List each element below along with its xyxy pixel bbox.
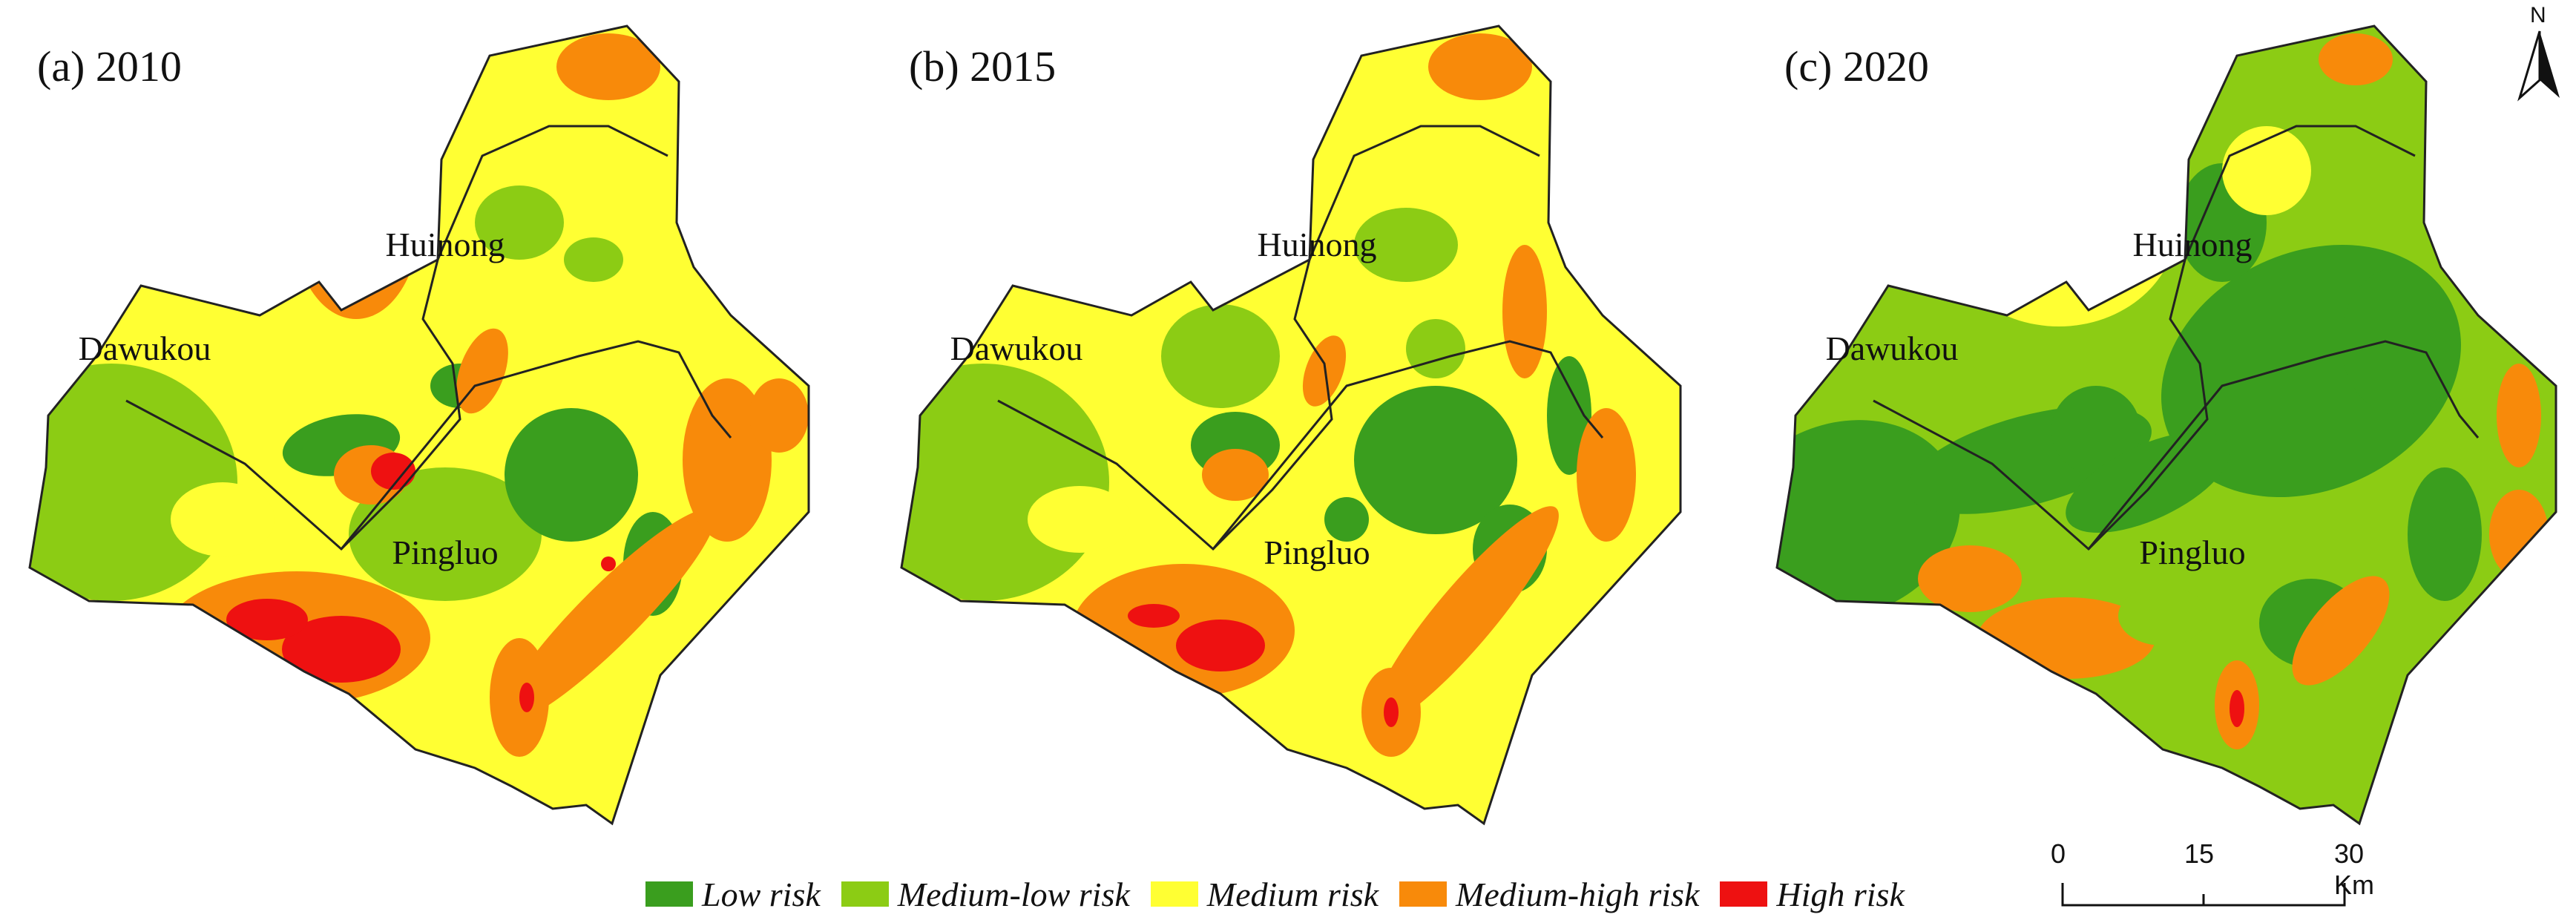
risk-zone [371, 453, 415, 490]
risk-zone [1028, 486, 1131, 553]
county-outline [900, 24, 1682, 826]
legend-item-high-risk: High risk [1720, 875, 1905, 914]
region-label-pingluo: Pingluo [1264, 533, 1370, 571]
legend-item-medium-low-risk: Medium-low risk [841, 875, 1130, 914]
county-outline [28, 24, 810, 826]
panel-label-2: (b) 2015 [909, 42, 1057, 91]
legend-label-medium-risk: Medium risk [1206, 875, 1379, 913]
district-border [436, 125, 668, 260]
scale-tick-0: 0 [2051, 838, 2066, 869]
district-border [125, 259, 461, 551]
region-label-pingluo: Pingluo [2139, 533, 2245, 571]
risk-zone [1372, 506, 1559, 726]
district-border [1212, 340, 1604, 550]
risk-zone [475, 185, 564, 260]
legend-label-medium-high-risk: Medium-high risk [1456, 875, 1700, 913]
map-panel-3: Huinong Dawukou Pingluo [1775, 24, 2557, 826]
legend-label-low-risk: Low risk [702, 875, 821, 913]
risk-zone [226, 599, 308, 640]
region-label-huinong: Huinong [386, 226, 505, 263]
scale-tick-30: 30 Km [2334, 838, 2374, 900]
risk-zone [2118, 586, 2207, 646]
district-border [2087, 340, 2480, 550]
north-arrow-label: N [2530, 3, 2546, 27]
risk-zone [1428, 33, 1532, 100]
district-border [997, 259, 1333, 551]
region-label-dawukou: Dawukou [1826, 329, 1959, 367]
district-border [1873, 259, 2209, 551]
legend-swatch-high-risk [1720, 881, 1768, 907]
scale-bar: 0 15 30 Km [2051, 838, 2396, 920]
district-border [1308, 125, 1540, 260]
region-label-huinong: Huinong [1258, 226, 1377, 263]
scale-tick-15: 15 [2184, 838, 2215, 869]
legend-swatch-low-risk [645, 881, 693, 907]
risk-zone [2489, 490, 2549, 579]
legend-label-medium-low-risk: Medium-low risk [897, 875, 1130, 913]
legend-item-medium-risk: Medium risk [1150, 875, 1379, 914]
risk-zone [749, 378, 809, 453]
north-arrow: N [2514, 3, 2566, 107]
risk-zone [1918, 545, 2022, 612]
district-border [2184, 125, 2416, 260]
risk-zone [2230, 690, 2244, 727]
risk-zone [1406, 319, 1465, 378]
risk-zone [1176, 620, 1265, 671]
risk-zone [2408, 467, 2482, 601]
risk-zone [1202, 449, 1269, 501]
risk-zone [2341, 267, 2460, 415]
map-panel-1: Huinong Dawukou Pingluo [28, 24, 810, 826]
legend-item-low-risk: Low risk [645, 875, 821, 914]
risk-zone [1072, 564, 1295, 697]
risk-zone [349, 467, 542, 601]
legend-swatch-medium-high-risk [1399, 881, 1448, 907]
risk-zone [282, 616, 401, 683]
map-panel-2: Huinong Dawukou Pingluo [900, 24, 1682, 826]
panel-label-3: (c) 2020 [1784, 42, 1929, 91]
region-label-dawukou: Dawukou [950, 329, 1083, 367]
risk-zone [519, 683, 534, 712]
risk-zone [501, 508, 716, 723]
risk-zone [564, 237, 623, 282]
risk-zone [901, 364, 1109, 601]
risk-zone [1161, 304, 1280, 408]
legend-label-high-risk: High risk [1776, 875, 1905, 913]
risk-zone [601, 556, 616, 571]
risk-zone [1940, 119, 2178, 326]
risk-zone [1384, 697, 1399, 727]
legend-swatch-medium-risk [1150, 881, 1198, 907]
legend-swatch-medium-low-risk [841, 881, 889, 907]
risk-zone [1577, 408, 1636, 542]
risk-zone [1354, 208, 1458, 282]
risk-zone [1502, 245, 1547, 378]
region-label-pingluo: Pingluo [392, 533, 498, 571]
risk-zone [683, 378, 772, 542]
risk-zone [2066, 431, 2230, 533]
risk-zone [293, 126, 419, 319]
risk-zone [556, 33, 660, 100]
legend-item-medium-high-risk: Medium-high risk [1399, 875, 1699, 914]
risk-zone [2292, 576, 2390, 686]
legend: Low risk Medium-low risk Medium risk Med… [645, 876, 1905, 913]
region-label-dawukou: Dawukou [79, 329, 211, 367]
scale-bar-line [2061, 883, 2346, 907]
risk-zone [1187, 178, 1239, 267]
risk-zone [1128, 604, 1180, 628]
region-label-huinong: Huinong [2133, 226, 2253, 263]
risk-zone [171, 482, 275, 556]
risk-zone [2448, 137, 2479, 249]
panel-label-1: (a) 2010 [37, 42, 182, 91]
county-outline [1775, 24, 2557, 826]
risk-zone [1324, 497, 1369, 542]
risk-zone [2437, 594, 2511, 683]
district-border [340, 340, 732, 550]
risk-zone [2319, 33, 2393, 85]
risk-zone [505, 408, 638, 542]
risk-zone [2497, 364, 2541, 467]
risk-zone [1354, 386, 1517, 534]
north-arrow-icon [2517, 30, 2560, 102]
risk-zone [2051, 386, 2140, 475]
